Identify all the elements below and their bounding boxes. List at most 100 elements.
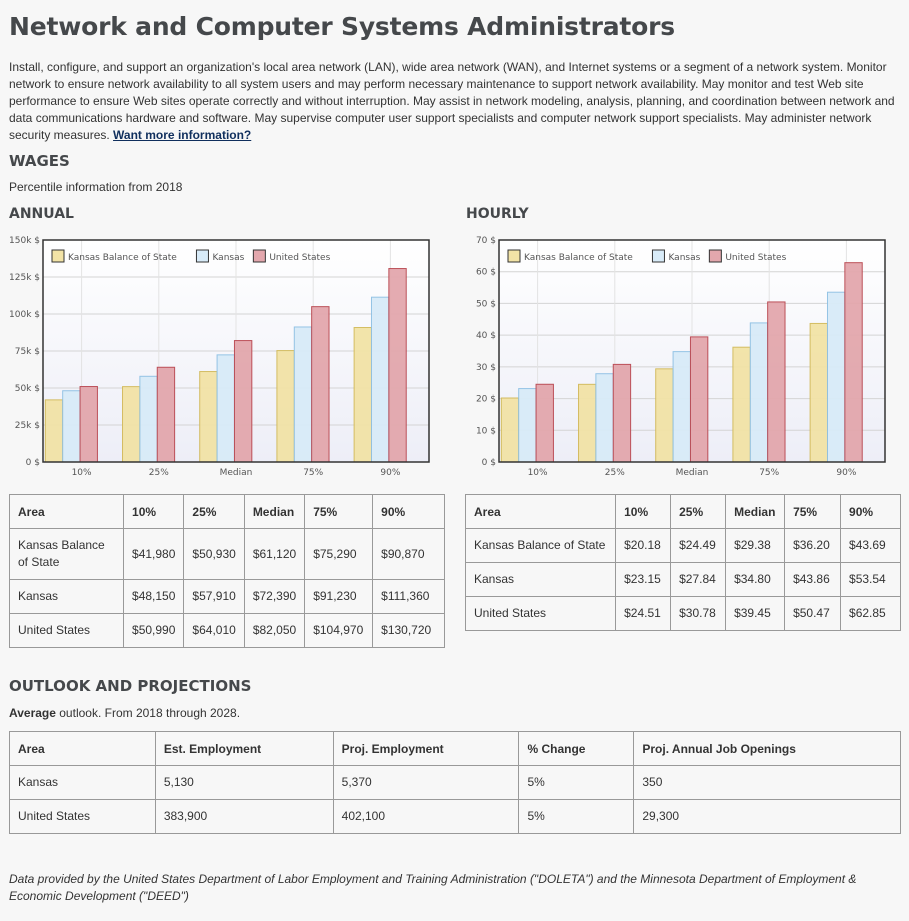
value-cell: $72,390: [243, 579, 306, 614]
value-cell: 402,100: [332, 799, 520, 834]
legend-label: Kansas: [668, 253, 700, 263]
area-cell: United States: [8, 613, 125, 648]
bar-united-states-75: [311, 306, 330, 463]
legend-swatch-united-states: [252, 249, 266, 263]
y-tick-label: 40 $: [476, 331, 496, 341]
column-header-25: 25%: [670, 494, 727, 529]
value-cell: $61,120: [243, 528, 306, 580]
bar-kansas-balance-of-state-25: [578, 383, 597, 463]
table-row: Kansas $48,150 $57,910 $72,390 $91,230 $111,3…: [8, 579, 445, 614]
bar-kansas-balance-of-state-median: [655, 368, 674, 463]
value-cell: $75,290: [304, 528, 374, 580]
value-cell: 350: [633, 765, 901, 800]
x-tick-label: 10%: [72, 468, 92, 478]
bar-united-states-75: [767, 301, 786, 463]
column-header-90: 90%: [840, 494, 901, 529]
x-tick-label: Median: [676, 468, 709, 478]
annual-wage-table: Area 10% 25% Median 75% 90% Kansas Balance of…: [8, 494, 445, 648]
column-header-25: 25%: [183, 494, 245, 529]
value-cell: 383,900: [154, 799, 334, 834]
outlook-period: outlook. From 2018 through 2028.: [55, 706, 241, 720]
outlook-table: Area Est. Employment Proj. Employment% Cha…: [9, 731, 901, 834]
value-cell: $48,150: [123, 579, 185, 614]
y-tick-label: 25k $: [15, 421, 40, 431]
value-cell: $29.38: [725, 528, 786, 563]
y-tick-label: 0 $: [26, 458, 40, 468]
x-tick-label: 75%: [759, 468, 779, 478]
y-tick-label: 0 $: [482, 458, 496, 468]
description-text: Install, configure, and support an organ…: [9, 60, 895, 142]
value-cell: $39.45: [725, 596, 786, 631]
y-tick-label: 60 $: [476, 268, 496, 278]
bar-kansas-90: [370, 296, 390, 463]
bar-kansas-balance-of-state-75: [732, 346, 751, 463]
value-cell: $50.47: [784, 596, 842, 631]
occupation-description: Install, configure, and support an organ…: [9, 59, 901, 144]
table-row: Kansas Balance of State $41,980 $50,930 $61…: [8, 528, 445, 580]
column-header-proj-annual-job-openings: Proj. Annual Job Openings: [633, 731, 901, 766]
chart-legend: Kansas Balance of State Kansas United Stat…: [507, 249, 787, 263]
x-tick-label: 10%: [528, 468, 548, 478]
value-cell: 5,370: [332, 765, 520, 800]
value-cell: 5%: [518, 799, 635, 834]
area-cell: United States: [464, 596, 617, 631]
bar-kansas-10: [62, 390, 81, 463]
legend-swatch-united-states: [708, 249, 722, 263]
area-cell: Kansas Balance of State: [8, 528, 125, 580]
value-cell: $50,930: [183, 528, 245, 580]
area-cell: United States: [9, 799, 156, 834]
y-tick-label: 50 $: [476, 299, 496, 309]
value-cell: $41,980: [123, 528, 185, 580]
data-source-footer: Data provided by the United States Depar…: [9, 872, 857, 903]
value-cell: 5%: [518, 765, 635, 800]
bar-kansas-10: [518, 388, 537, 463]
table-row: United States 383,900 402,100 5% 29,300: [9, 799, 901, 834]
area-cell: Kansas: [9, 765, 156, 800]
value-cell: $57,910: [183, 579, 245, 614]
value-cell: $24.49: [670, 528, 727, 563]
page-title: Network and Computer Systems Administrat…: [9, 12, 675, 41]
outlook-heading: OUTLOOK AND PROJECTIONS: [9, 677, 252, 695]
value-cell: $53.54: [840, 562, 901, 597]
table-row: Kansas Balance of State $20.18 $24.49 $29.3…: [464, 528, 901, 563]
y-tick-label: 20 $: [476, 395, 496, 405]
table-row: United States $50,990 $64,010 $82,050 $104,9…: [8, 613, 445, 648]
column-header-75: 75%: [304, 494, 374, 529]
value-cell: $111,360: [372, 579, 445, 614]
column-header-10: 10%: [615, 494, 672, 529]
y-tick-label: 100k $: [9, 310, 40, 320]
value-cell: $20.18: [615, 528, 672, 563]
area-cell: Kansas: [464, 562, 617, 597]
legend-label: United States: [725, 253, 786, 263]
column-header-area: Area: [464, 494, 617, 529]
x-tick-label: 25%: [149, 468, 169, 478]
table-row: United States $24.51 $30.78 $39.45 $50.47 $62…: [464, 596, 901, 631]
column-header-area: Area: [8, 494, 125, 529]
bar-kansas-balance-of-state-25: [122, 386, 141, 463]
column-header-est-employment: Est. Employment: [154, 731, 334, 766]
x-tick-label: 90%: [380, 468, 400, 478]
bar-united-states-median: [233, 340, 253, 463]
value-cell: $36.20: [784, 528, 842, 563]
table-row: Kansas $23.15 $27.84 $34.80 $43.86 $53.54: [464, 562, 901, 597]
annual-heading: ANNUAL: [9, 206, 74, 222]
hourly-wage-table: Area 10% 25% Median 75% 90% Kansas Balance of…: [464, 494, 901, 631]
bar-kansas-balance-of-state-10: [500, 397, 520, 463]
bar-kansas-75: [749, 322, 769, 463]
plot-frame: [498, 239, 886, 463]
more-info-link[interactable]: Want more information?: [113, 128, 252, 142]
table-row: Kansas 5,130 5,370 5% 350: [9, 765, 901, 800]
bar-kansas-25: [595, 373, 614, 463]
y-tick-label: 70 $: [476, 236, 496, 246]
bar-kansas-balance-of-state-90: [353, 327, 372, 463]
bar-united-states-median: [689, 336, 709, 463]
column-header-area: Area: [9, 731, 156, 766]
bar-kansas-balance-of-state-75: [276, 350, 295, 463]
bar-united-states-25: [612, 363, 632, 463]
table-header-row: Area 10% 25% Median 75% 90%: [464, 494, 901, 529]
legend-swatch-kansas-balance-of-state: [51, 249, 65, 263]
legend-label: Kansas Balance of State: [524, 253, 633, 263]
value-cell: 29,300: [633, 799, 901, 834]
area-cell: Kansas: [8, 579, 125, 614]
legend-label: Kansas: [212, 253, 244, 263]
